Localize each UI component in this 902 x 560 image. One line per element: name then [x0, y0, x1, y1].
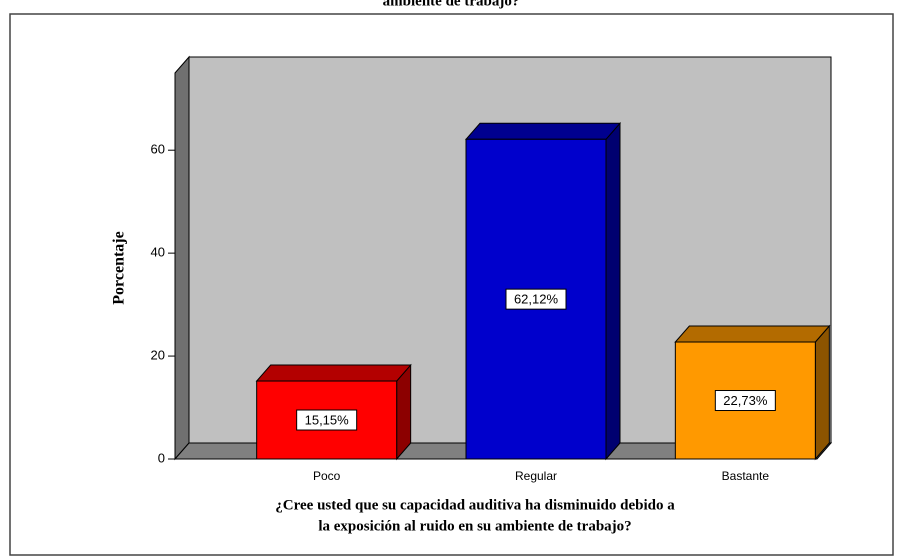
bar-top: [464, 122, 622, 140]
y-tick-label: 20: [151, 348, 165, 363]
chart-title: ambiente de trabajo?: [383, 0, 520, 9]
value-label: 15,15%: [305, 412, 350, 427]
y-axis-label: Porcentaje: [111, 231, 128, 304]
x-tick-label: Bastante: [722, 469, 770, 483]
y-tick-label: 0: [158, 450, 165, 465]
value-label-box: [296, 409, 358, 431]
bar-top: [674, 325, 831, 343]
x-tick-label: Poco: [313, 469, 341, 483]
bar-side: [605, 121, 621, 461]
x-tick-label: Regular: [515, 469, 557, 483]
side-wall: [174, 55, 190, 461]
y-tick-label: 60: [151, 142, 165, 157]
y-tick-label: 40: [151, 245, 165, 260]
value-label: 22,73%: [723, 393, 768, 408]
value-label: 62,12%: [514, 292, 559, 307]
value-label-box: [714, 390, 776, 412]
value-label-box: [505, 288, 567, 310]
bar-top: [255, 364, 412, 382]
x-axis-label: la exposición al ruido en su ambiente de…: [318, 518, 631, 534]
bar-side: [814, 324, 830, 461]
x-axis-label: ¿Cree usted que su capacidad auditiva ha…: [275, 497, 675, 513]
